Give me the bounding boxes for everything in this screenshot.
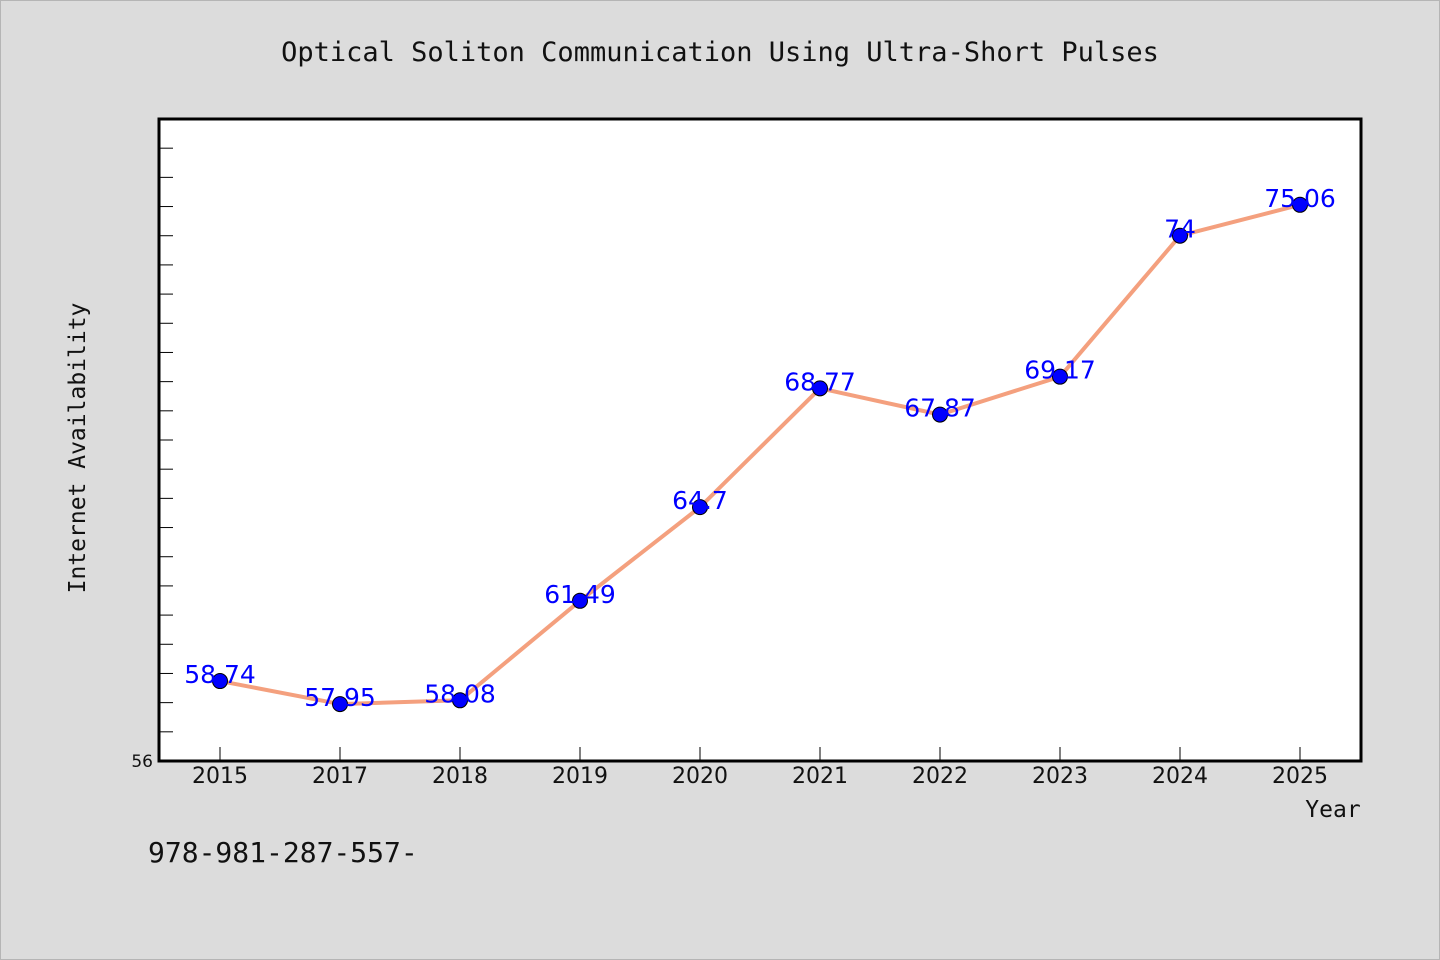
- data-point-label: 58.74: [184, 660, 256, 689]
- data-labels: 58.74 57.95 58.08 61.49 64.7 68.77 67.87 69.17 7…: [184, 184, 1336, 712]
- x-tick-label: 2015: [192, 764, 248, 789]
- data-point-marker: [332, 696, 348, 713]
- data-point-marker: [932, 406, 948, 423]
- x-tick-label: 2021: [792, 764, 848, 789]
- data-point-label: 57.95: [304, 683, 376, 712]
- y-axis-ticks: 56: [131, 147, 173, 772]
- data-point-label: 74: [1164, 215, 1196, 244]
- data-point-label: 75.06: [1264, 184, 1336, 213]
- plot-frame: [157, 117, 1363, 763]
- data-point-marker: [572, 592, 588, 609]
- series-line: [218, 202, 1302, 707]
- data-point-marker: [1292, 196, 1308, 213]
- chart-title: Optical Soliton Communication Using Ultr…: [281, 37, 1159, 68]
- x-tick-label: 2020: [672, 764, 728, 789]
- x-tick-label: 2017: [312, 764, 368, 789]
- data-point-label: 69.17: [1024, 356, 1096, 385]
- x-axis-label: Year: [1305, 797, 1360, 823]
- data-point-label: 58.08: [424, 679, 496, 708]
- data-point-label: 61.49: [544, 580, 616, 609]
- y-axis-label: Internet Availability: [65, 303, 91, 594]
- data-point-marker: [1052, 368, 1068, 385]
- data-point-label: 67.87: [904, 394, 976, 423]
- x-tick-label: 2019: [552, 764, 608, 789]
- y-tick-label: 56: [131, 752, 153, 772]
- data-point-label: 68.77: [784, 367, 856, 396]
- x-tick-label: 2024: [1152, 764, 1208, 789]
- x-tick-label: 2023: [1032, 764, 1088, 789]
- data-point-marker: [692, 499, 708, 516]
- data-point-marker: [212, 673, 228, 690]
- plot-area: [159, 119, 1361, 761]
- data-point-label: 64.7: [672, 486, 728, 515]
- data-point-marker: [452, 692, 468, 709]
- x-tick-label: 2022: [912, 764, 968, 789]
- series-line-group: [218, 202, 1302, 707]
- data-point-marker: [1172, 227, 1188, 244]
- data-markers: [212, 196, 1308, 713]
- x-axis-ticks: 2015 2017 2018 2019 2020 2021 2022 2023 2024 2025: [192, 747, 1328, 789]
- footer-isbn-text: 978-981-287-557-: [148, 836, 418, 869]
- x-tick-label: 2025: [1272, 764, 1328, 789]
- data-point-marker: [812, 380, 828, 397]
- x-tick-label: 2018: [432, 764, 488, 789]
